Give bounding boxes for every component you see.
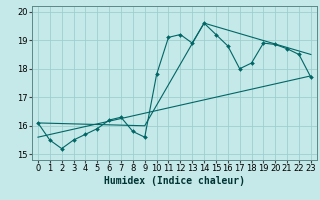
X-axis label: Humidex (Indice chaleur): Humidex (Indice chaleur) [104,176,245,186]
